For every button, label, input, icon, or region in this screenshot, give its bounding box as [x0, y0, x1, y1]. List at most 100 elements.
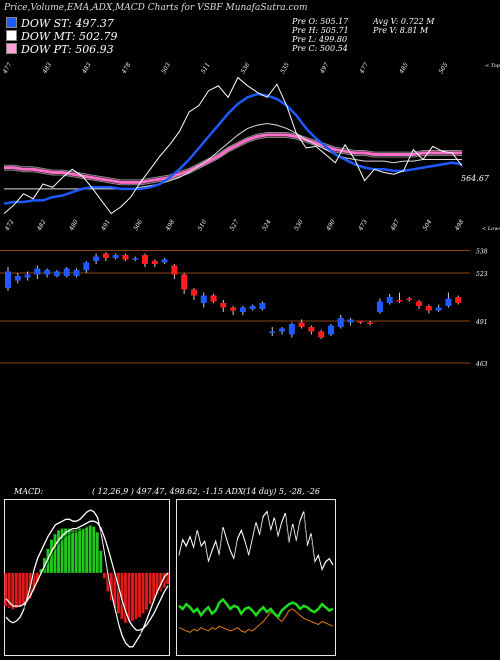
legend-dow-st: DOW ST: 497.37	[6, 17, 114, 30]
macd-hist-bar	[14, 572, 18, 608]
macd-hist-bar	[11, 572, 15, 610]
macd-hist-bar	[85, 526, 89, 573]
price-level-label: 491	[475, 319, 487, 326]
low-label: 510	[197, 218, 209, 232]
top-label: 497	[318, 61, 330, 75]
macd-hist-bar	[32, 572, 36, 592]
macd-hist-bar	[162, 572, 166, 588]
low-label: 482	[35, 218, 47, 232]
macd-hist-bar	[74, 530, 78, 573]
last-price-label: 564.67	[461, 174, 490, 183]
macd-hist-bar	[71, 530, 75, 573]
candle-body	[279, 328, 286, 332]
low-label: 527	[229, 218, 241, 232]
macd-values: ( 12,26,9 ) 497.47, 498.62, -1.15 ADX	[92, 487, 244, 496]
stat-avg-volume: Avg V: 0.722 M	[373, 17, 435, 26]
macd-hist-bar	[109, 572, 113, 601]
candle-body	[259, 303, 266, 309]
candle-body	[298, 322, 305, 327]
di-plus-line	[178, 597, 334, 619]
candle-body	[200, 295, 207, 303]
macd-hist-bar	[88, 524, 92, 573]
macd-hist-bar	[95, 532, 99, 573]
candle-body	[376, 301, 383, 312]
low-label: 490	[325, 218, 337, 232]
macd-hist-bar	[116, 572, 120, 614]
macd-line-inner	[5, 513, 169, 651]
candle-body	[73, 270, 80, 276]
candle-body	[122, 255, 129, 260]
top-label: 485	[398, 61, 410, 75]
macd-hist-bar	[131, 572, 134, 621]
candle-body	[63, 268, 70, 276]
macd-hist-bar	[127, 572, 131, 623]
candle-body	[455, 297, 462, 303]
adx-panel	[176, 499, 336, 656]
macd-hist-bar	[18, 572, 22, 607]
tops-label: < Tops	[485, 63, 500, 69]
macd-hist-bar	[57, 530, 60, 573]
macd-signal-inner	[5, 524, 169, 635]
price-level-label: 523	[476, 271, 488, 278]
ema-pt-line	[4, 133, 462, 184]
top-label: 483	[80, 61, 92, 75]
low-label: 506	[132, 218, 144, 232]
candle-body	[142, 255, 149, 264]
macd-hist-bar	[134, 572, 138, 620]
low-label: 473	[357, 218, 369, 232]
low-label: 504	[422, 218, 434, 232]
chart-header: Price,Volume,EMA,ADX,MACD Charts for VSB…	[0, 0, 500, 60]
candle-body	[190, 289, 197, 296]
macd-hist-bar	[4, 572, 8, 607]
candle-body	[269, 331, 276, 333]
candle-body	[34, 268, 41, 275]
macd-panel	[4, 499, 170, 656]
candle-body	[288, 324, 295, 335]
candle-body	[210, 295, 217, 302]
price-line	[3, 76, 463, 215]
candle-body	[132, 258, 139, 260]
candle-body	[327, 325, 334, 335]
macd-hist-bar	[159, 572, 163, 592]
macd-hist-bar	[46, 548, 50, 573]
candle-body	[435, 307, 442, 311]
candle-body	[44, 270, 51, 275]
stat-high: Pre H: 505.71	[292, 26, 349, 35]
candle-body	[53, 271, 60, 276]
macd-label: MACD:	[14, 487, 44, 496]
candle-body	[357, 321, 364, 323]
di-minus-line	[178, 608, 334, 633]
legend-dow-pt: DOW PT: 506.93	[6, 43, 114, 56]
macd-hist-bar	[39, 569, 43, 573]
top-label: 478	[120, 61, 132, 75]
candle-body	[416, 301, 423, 306]
stat-close: Pre C: 500.54	[292, 44, 348, 53]
lows-label: < Lows	[482, 226, 500, 232]
candle-body	[318, 331, 325, 338]
low-label: 487	[389, 218, 401, 232]
candle-body	[24, 274, 31, 278]
legend-label-st: DOW ST: 497.37	[21, 17, 114, 30]
ema-pt-band-lower	[4, 136, 462, 186]
legend-swatch-st	[6, 17, 17, 28]
top-label: 505	[438, 61, 450, 75]
candle-body	[5, 271, 11, 288]
legend-swatch-mt	[6, 30, 17, 41]
macd-hist-bar	[21, 572, 25, 605]
low-label: 498	[164, 218, 176, 232]
candlestick-chart: 538 523 491 463	[0, 249, 488, 368]
macd-hist-bar	[141, 572, 145, 614]
macd-hist-bar	[138, 572, 141, 618]
low-label: 480	[67, 218, 79, 232]
candle-body	[239, 307, 246, 312]
low-label: 491	[100, 219, 112, 233]
low-label: 498	[453, 218, 465, 232]
low-label: 530	[293, 218, 305, 232]
macd-hist-bar	[35, 572, 39, 583]
macd-hist-bar	[145, 572, 148, 610]
ema-pt-band-upper	[4, 132, 462, 181]
candle-body	[83, 262, 90, 270]
macd-hist-bar	[113, 572, 117, 608]
adx-line-inner	[178, 513, 334, 573]
macd-hist-bar	[152, 572, 156, 601]
